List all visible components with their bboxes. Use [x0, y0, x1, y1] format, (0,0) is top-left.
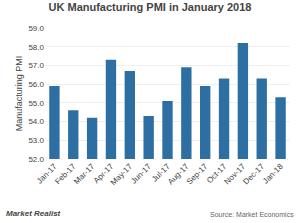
svg-text:Jan-17: Jan-17: [35, 161, 59, 185]
svg-text:53.0: 53.0: [28, 136, 44, 145]
svg-text:May-17: May-17: [109, 161, 135, 187]
svg-text:Jun-17: Jun-17: [129, 161, 153, 185]
svg-text:Oct-17: Oct-17: [205, 161, 229, 185]
svg-text:Nov-17: Nov-17: [223, 161, 248, 186]
svg-text:57.0: 57.0: [28, 61, 44, 70]
svg-text:UK Manufacturing PMI in Januar: UK Manufacturing PMI in January 2018: [49, 1, 252, 13]
svg-text:59.0: 59.0: [28, 24, 44, 33]
svg-text:Sep-17: Sep-17: [185, 161, 210, 186]
svg-text:Jul-17: Jul-17: [150, 161, 172, 183]
svg-text:Dec-17: Dec-17: [241, 161, 266, 186]
svg-text:Apr-17: Apr-17: [92, 161, 116, 185]
svg-text:Aug-17: Aug-17: [166, 161, 191, 186]
svg-text:Market Realist: Market Realist: [6, 209, 61, 218]
svg-text:54.0: 54.0: [28, 117, 44, 126]
svg-text:Manufacturing PMI: Manufacturing PMI: [14, 56, 24, 132]
svg-text:52.0: 52.0: [28, 155, 44, 164]
svg-text:Feb-17: Feb-17: [53, 161, 78, 186]
svg-text:Source: Market Economics: Source: Market Economics: [210, 211, 294, 218]
svg-text:56.0: 56.0: [28, 80, 44, 89]
svg-text:Mar-17: Mar-17: [72, 161, 97, 186]
svg-text:Jan-18: Jan-18: [261, 161, 285, 185]
svg-text:55.0: 55.0: [28, 99, 44, 108]
svg-text:58.0: 58.0: [28, 43, 44, 52]
